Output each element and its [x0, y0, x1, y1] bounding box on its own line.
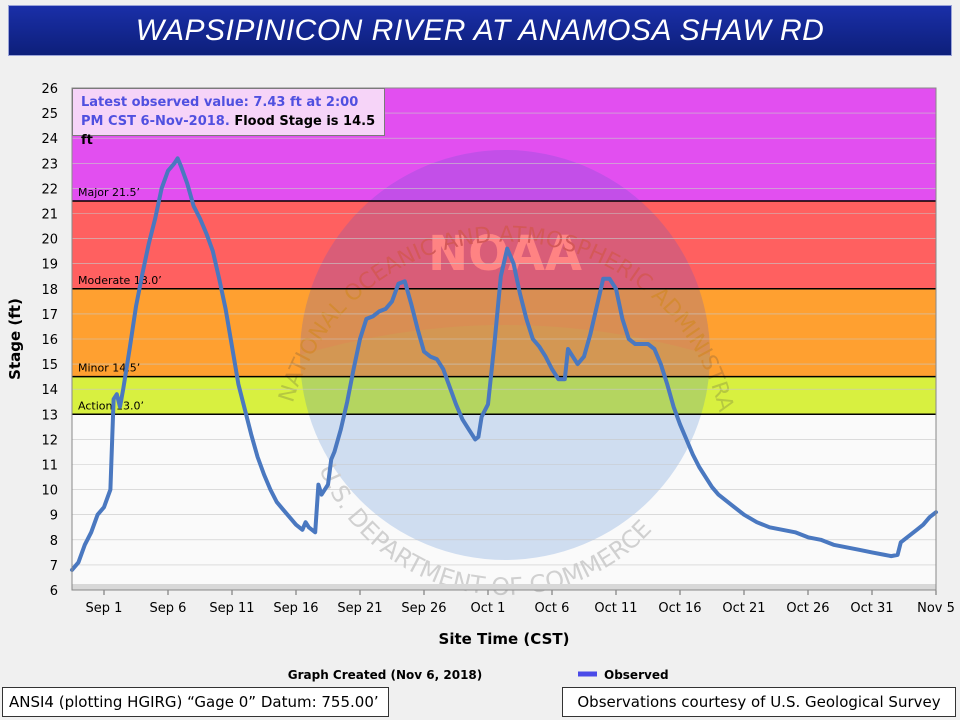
threshold-label-moderate: Moderate 18.0’: [78, 274, 162, 287]
y-tick-label: 10: [41, 484, 58, 499]
x-tick-label: Oct 16: [658, 601, 701, 616]
x-tick-label: Sep 1: [86, 601, 123, 616]
latest-observed-text: Latest observed value: 7.43 ft at 2:00 P…: [81, 95, 359, 129]
y-tick-label: 16: [41, 333, 58, 348]
y-tick-label: 14: [41, 383, 58, 398]
band-moderate: [72, 200, 936, 289]
y-tick-label: 12: [41, 433, 58, 448]
y-axis-label: Stage (ft): [6, 298, 24, 380]
y-tick-label: 21: [41, 208, 58, 223]
x-axis-label: Site Time (CST): [439, 630, 570, 648]
y-tick-label: 13: [41, 408, 58, 423]
x-tick-label: Oct 26: [786, 601, 829, 616]
y-tick-label: 6: [50, 584, 58, 599]
x-tick-label: Oct 1: [471, 601, 506, 616]
y-tick-label: 15: [41, 358, 58, 373]
series-line-observed: [70, 156, 938, 572]
x-tick-label: Oct 11: [594, 601, 637, 616]
y-tick-label: 26: [41, 82, 58, 97]
y-tick-label: 18: [41, 283, 58, 298]
x-tick-label: Oct 6: [535, 601, 570, 616]
x-tick-label: Oct 31: [850, 601, 893, 616]
x-tick-label: Sep 11: [209, 601, 254, 616]
graph-created-text: Graph Created (Nov 6, 2018): [288, 668, 483, 682]
y-tick-label: 17: [41, 308, 58, 323]
threshold-label-major: Major 21.5’: [78, 186, 140, 199]
y-tick-label: 23: [41, 157, 58, 172]
y-tick-label: 8: [50, 534, 58, 549]
y-tick-label: 24: [41, 132, 58, 147]
y-tick-label: 19: [41, 258, 58, 273]
x-tick-label: Sep 26: [401, 601, 446, 616]
watermark-circle: [300, 150, 710, 560]
bottom-strip: [72, 584, 936, 590]
x-tick-label: Sep 6: [150, 601, 187, 616]
legend-observed-label: Observed: [604, 668, 669, 682]
band-minor: [72, 288, 936, 377]
chart-title: WAPSIPINICON RIVER AT ANAMOSA SHAW RD: [135, 13, 825, 47]
series-layer: [70, 156, 938, 572]
chart-title-bar: WAPSIPINICON RIVER AT ANAMOSA SHAW RD: [8, 5, 952, 56]
threshold-label-action: Action 13.0’: [78, 399, 144, 412]
datum-footer: ANSI4 (plotting HGIRG) “Gage 0” Datum: 7…: [2, 687, 389, 717]
x-axis-ticks: Sep 1 Sep 6 Sep 11 Sep 16 Sep 21 Sep 26 Oct 1 O…: [86, 590, 955, 616]
x-tick-label: Sep 21: [337, 601, 382, 616]
threshold-label-minor: Minor 14.5’: [78, 362, 140, 375]
gridlines: [72, 87, 936, 591]
y-tick-label: 25: [41, 107, 58, 122]
y-tick-label: 9: [50, 509, 58, 524]
y-tick-label: 7: [50, 559, 58, 574]
x-tick-label: Nov 5: [917, 601, 955, 616]
x-tick-label: Sep 16: [273, 601, 318, 616]
x-tick-label: Oct 21: [722, 601, 765, 616]
y-axis-ticks: 6 7 8 9 10 11 12 13 14 15 16 17 18 19 20 21 22 23 24 25 26: [41, 82, 58, 599]
latest-value-box: Latest observed value: 7.43 ft at 2:00 P…: [72, 88, 385, 148]
y-tick-label: 22: [41, 182, 58, 197]
band-action: [72, 376, 936, 415]
courtesy-footer: Observations courtesy of U.S. Geological…: [562, 687, 956, 717]
y-tick-label: 11: [41, 459, 58, 474]
plot-border: [71, 87, 937, 591]
y-tick-label: 20: [41, 233, 58, 248]
flood-stage-text: Flood Stage is 14.5 ft: [81, 114, 376, 148]
